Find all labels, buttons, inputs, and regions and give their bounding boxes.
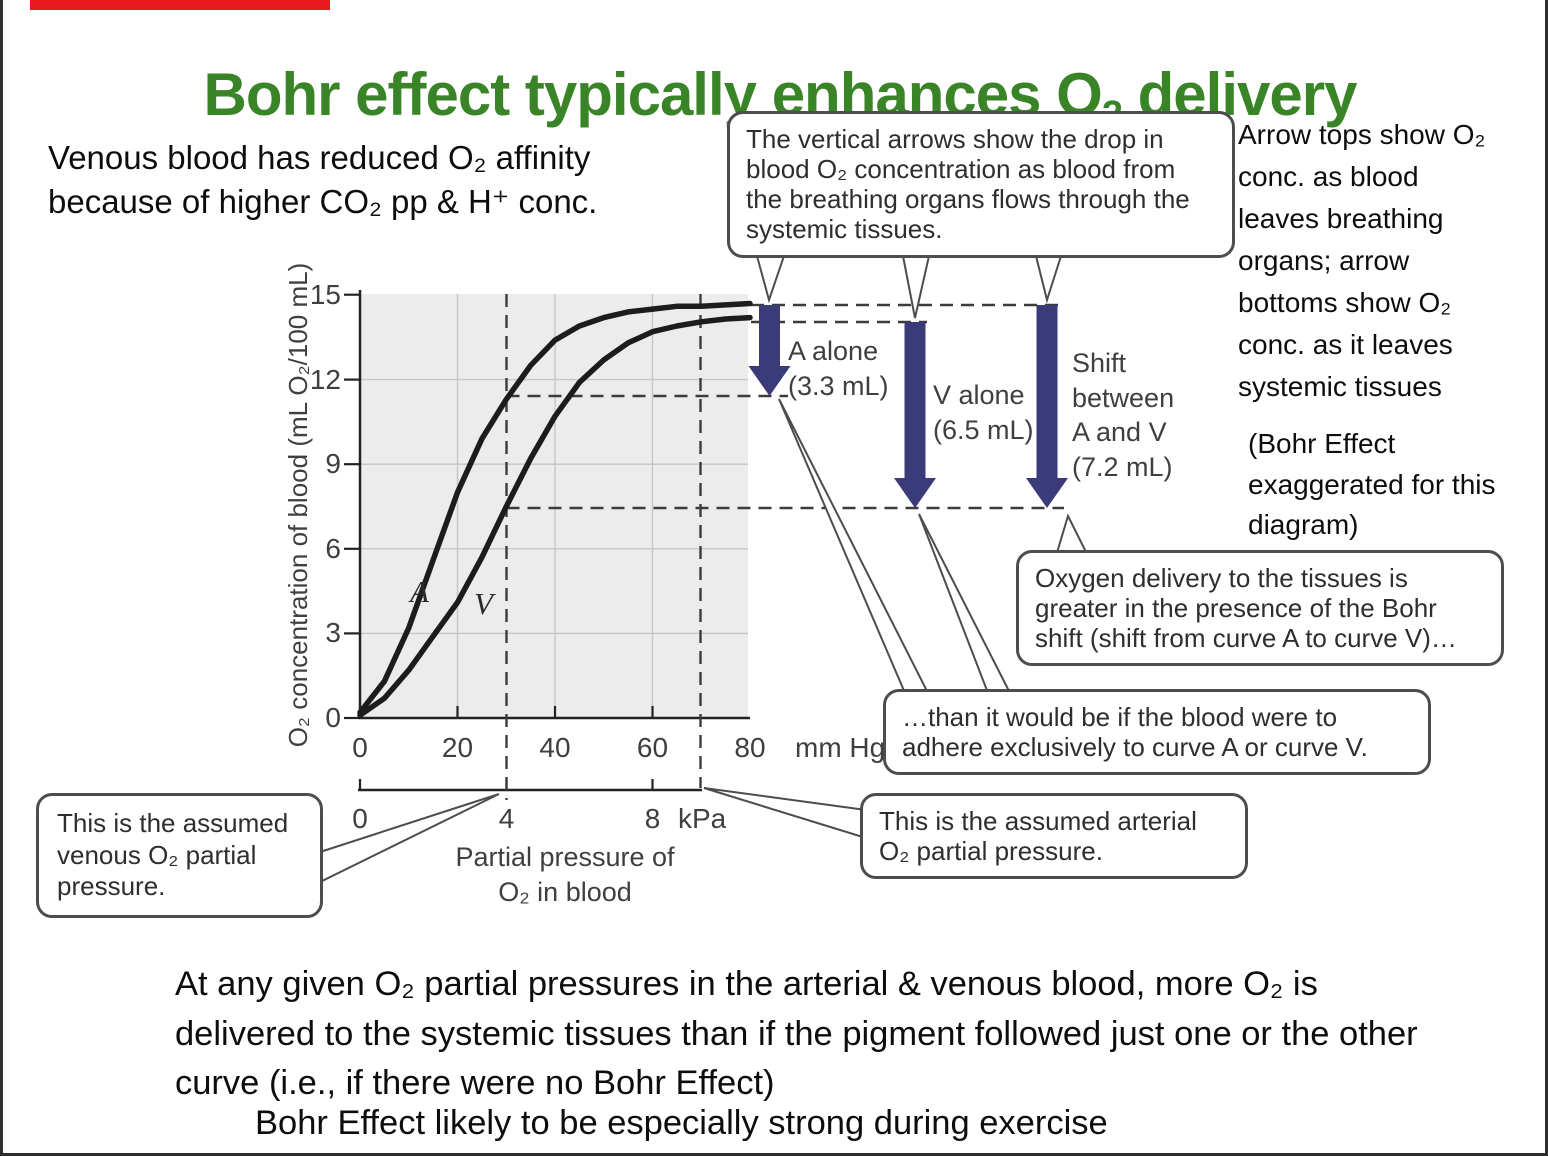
kpa-tick-8: 8 xyxy=(645,803,661,834)
x-tick-20: 20 xyxy=(442,732,473,763)
v-alone-label-line2: (6.5 mL) xyxy=(933,414,1034,445)
v-alone-label-line1: V alone xyxy=(933,380,1025,410)
y-tick-3: 3 xyxy=(325,617,341,648)
slide-bottom-border xyxy=(0,1153,1548,1156)
y-tick-6: 6 xyxy=(325,533,341,564)
v-alone-label: V alone (6.5 mL) xyxy=(933,378,1034,447)
kpa-tick-4: 4 xyxy=(499,803,515,834)
bohr-exaggerated-note: (Bohr Effect exaggerated for this diagra… xyxy=(1248,428,1496,541)
than-would-callout: …than it would be if the blood were to a… xyxy=(883,689,1431,776)
curve-a-label: A xyxy=(408,574,430,609)
shift-label-line2: between xyxy=(1072,382,1175,413)
y-tick-9: 9 xyxy=(325,448,341,479)
than-would-tail-v xyxy=(918,513,1012,694)
x-unit-mmhg: mm Hg xyxy=(795,732,885,763)
a-alone-label-line1: A alone xyxy=(788,336,879,366)
y-tick-15: 15 xyxy=(310,279,341,310)
y-tick-0: 0 xyxy=(325,702,341,733)
y-tick-12: 12 xyxy=(310,364,341,395)
x-tick-60: 60 xyxy=(637,732,668,763)
x-tick-40: 40 xyxy=(539,732,570,763)
top-callout-tail-2 xyxy=(901,255,931,319)
arrow-explanation-note: Arrow tops show O₂ conc. as blood leaves… xyxy=(1238,119,1486,402)
bottom-exercise-line: Bohr Effect likely to be especially stro… xyxy=(255,1104,1108,1142)
arterial-callout-tail xyxy=(703,787,867,840)
bottom-paragraph: At any given O₂ partial pressures in the… xyxy=(175,965,1418,1103)
reference-dashed-lines xyxy=(505,294,1064,800)
x-axis-label: Partial pressure of O₂ in blood xyxy=(455,842,675,908)
slide-right-border xyxy=(1545,0,1548,1156)
a-alone-label: A alone (3.3 mL) xyxy=(788,334,889,403)
shift-arrow xyxy=(1026,305,1068,508)
x-tick-0: 0 xyxy=(352,732,368,763)
a-alone-arrow xyxy=(748,305,791,396)
gridlines xyxy=(360,294,748,718)
venous-pressure-callout: This is the assumed venous O₂ partial pr… xyxy=(36,793,323,919)
red-accent-bar xyxy=(30,0,330,10)
shift-label-line3: A and V xyxy=(1072,417,1167,448)
a-alone-label-line2: (3.3 mL) xyxy=(788,370,889,401)
kpa-tick-0: 0 xyxy=(352,803,368,834)
top-callout-tail-1 xyxy=(755,255,786,304)
shift-label-line4: (7.2 mL) xyxy=(1072,451,1173,482)
x-unit-kpa: kPa xyxy=(678,803,727,834)
y-ticks xyxy=(344,293,360,720)
curve-a xyxy=(357,300,753,716)
drop-arrows xyxy=(748,305,1068,508)
arterial-pressure-callout: This is the assumed arterial O₂ partial … xyxy=(860,793,1248,880)
x-tick-80: 80 xyxy=(734,732,765,763)
shift-label-line1: Shift xyxy=(1072,348,1127,378)
slide-left-border xyxy=(0,0,3,1156)
curve-v-label: V xyxy=(474,586,496,621)
vertical-arrows-callout: The vertical arrows show the drop in blo… xyxy=(727,111,1235,258)
top-callout-tail-3 xyxy=(1034,255,1063,304)
curve-v xyxy=(357,314,753,718)
v-alone-arrow xyxy=(894,322,936,508)
oxygen-delivery-callout: Oxygen delivery to the tissues is greate… xyxy=(1016,550,1504,667)
intro-text: Venous blood has reduced O₂ affinity bec… xyxy=(48,139,598,220)
y-axis-label: O₂ concentration of blood (mL O₂/100 mL) xyxy=(283,262,313,748)
shift-label: Shift between A and V (7.2 mL) xyxy=(1072,346,1174,484)
kpa-axis xyxy=(358,779,702,792)
x-ticks xyxy=(456,706,654,717)
